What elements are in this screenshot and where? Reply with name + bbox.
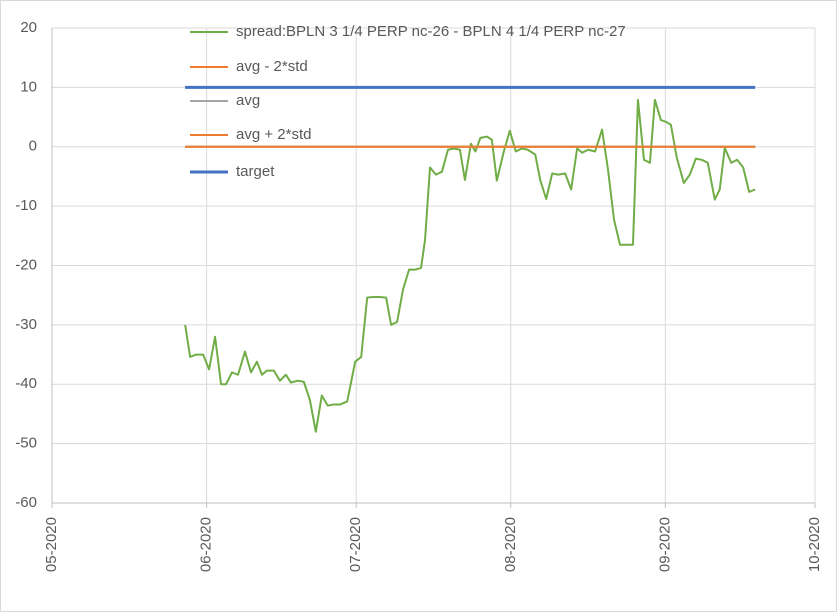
y-tick-label: 10 <box>20 78 37 95</box>
y-tick-label: 0 <box>29 138 37 155</box>
x-tick-label: 10-2020 <box>806 517 823 572</box>
x-tick-label: 09-2020 <box>656 517 673 572</box>
y-tick-label: -40 <box>15 375 37 392</box>
x-tick-label: 05-2020 <box>43 517 60 572</box>
legend-label: spread:BPLN 3 1/4 PERP nc-26 - BPLN 4 1/… <box>236 23 626 40</box>
series-line <box>184 98 756 433</box>
x-tick-label: 08-2020 <box>502 517 519 572</box>
x-tick-label: 06-2020 <box>198 517 215 572</box>
y-tick-label: 20 <box>20 19 37 36</box>
y-tick-label: -60 <box>15 494 37 511</box>
y-tick-label: -50 <box>15 435 37 452</box>
y-tick-label: -20 <box>15 256 37 273</box>
legend-label: avg + 2*std <box>236 126 311 143</box>
legend-label: avg - 2*std <box>236 58 308 75</box>
x-tick-label: 07-2020 <box>347 517 364 572</box>
legend-label: avg <box>236 92 260 109</box>
y-tick-label: -30 <box>15 316 37 333</box>
legend-label: target <box>236 163 275 180</box>
y-tick-label: -10 <box>15 197 37 214</box>
